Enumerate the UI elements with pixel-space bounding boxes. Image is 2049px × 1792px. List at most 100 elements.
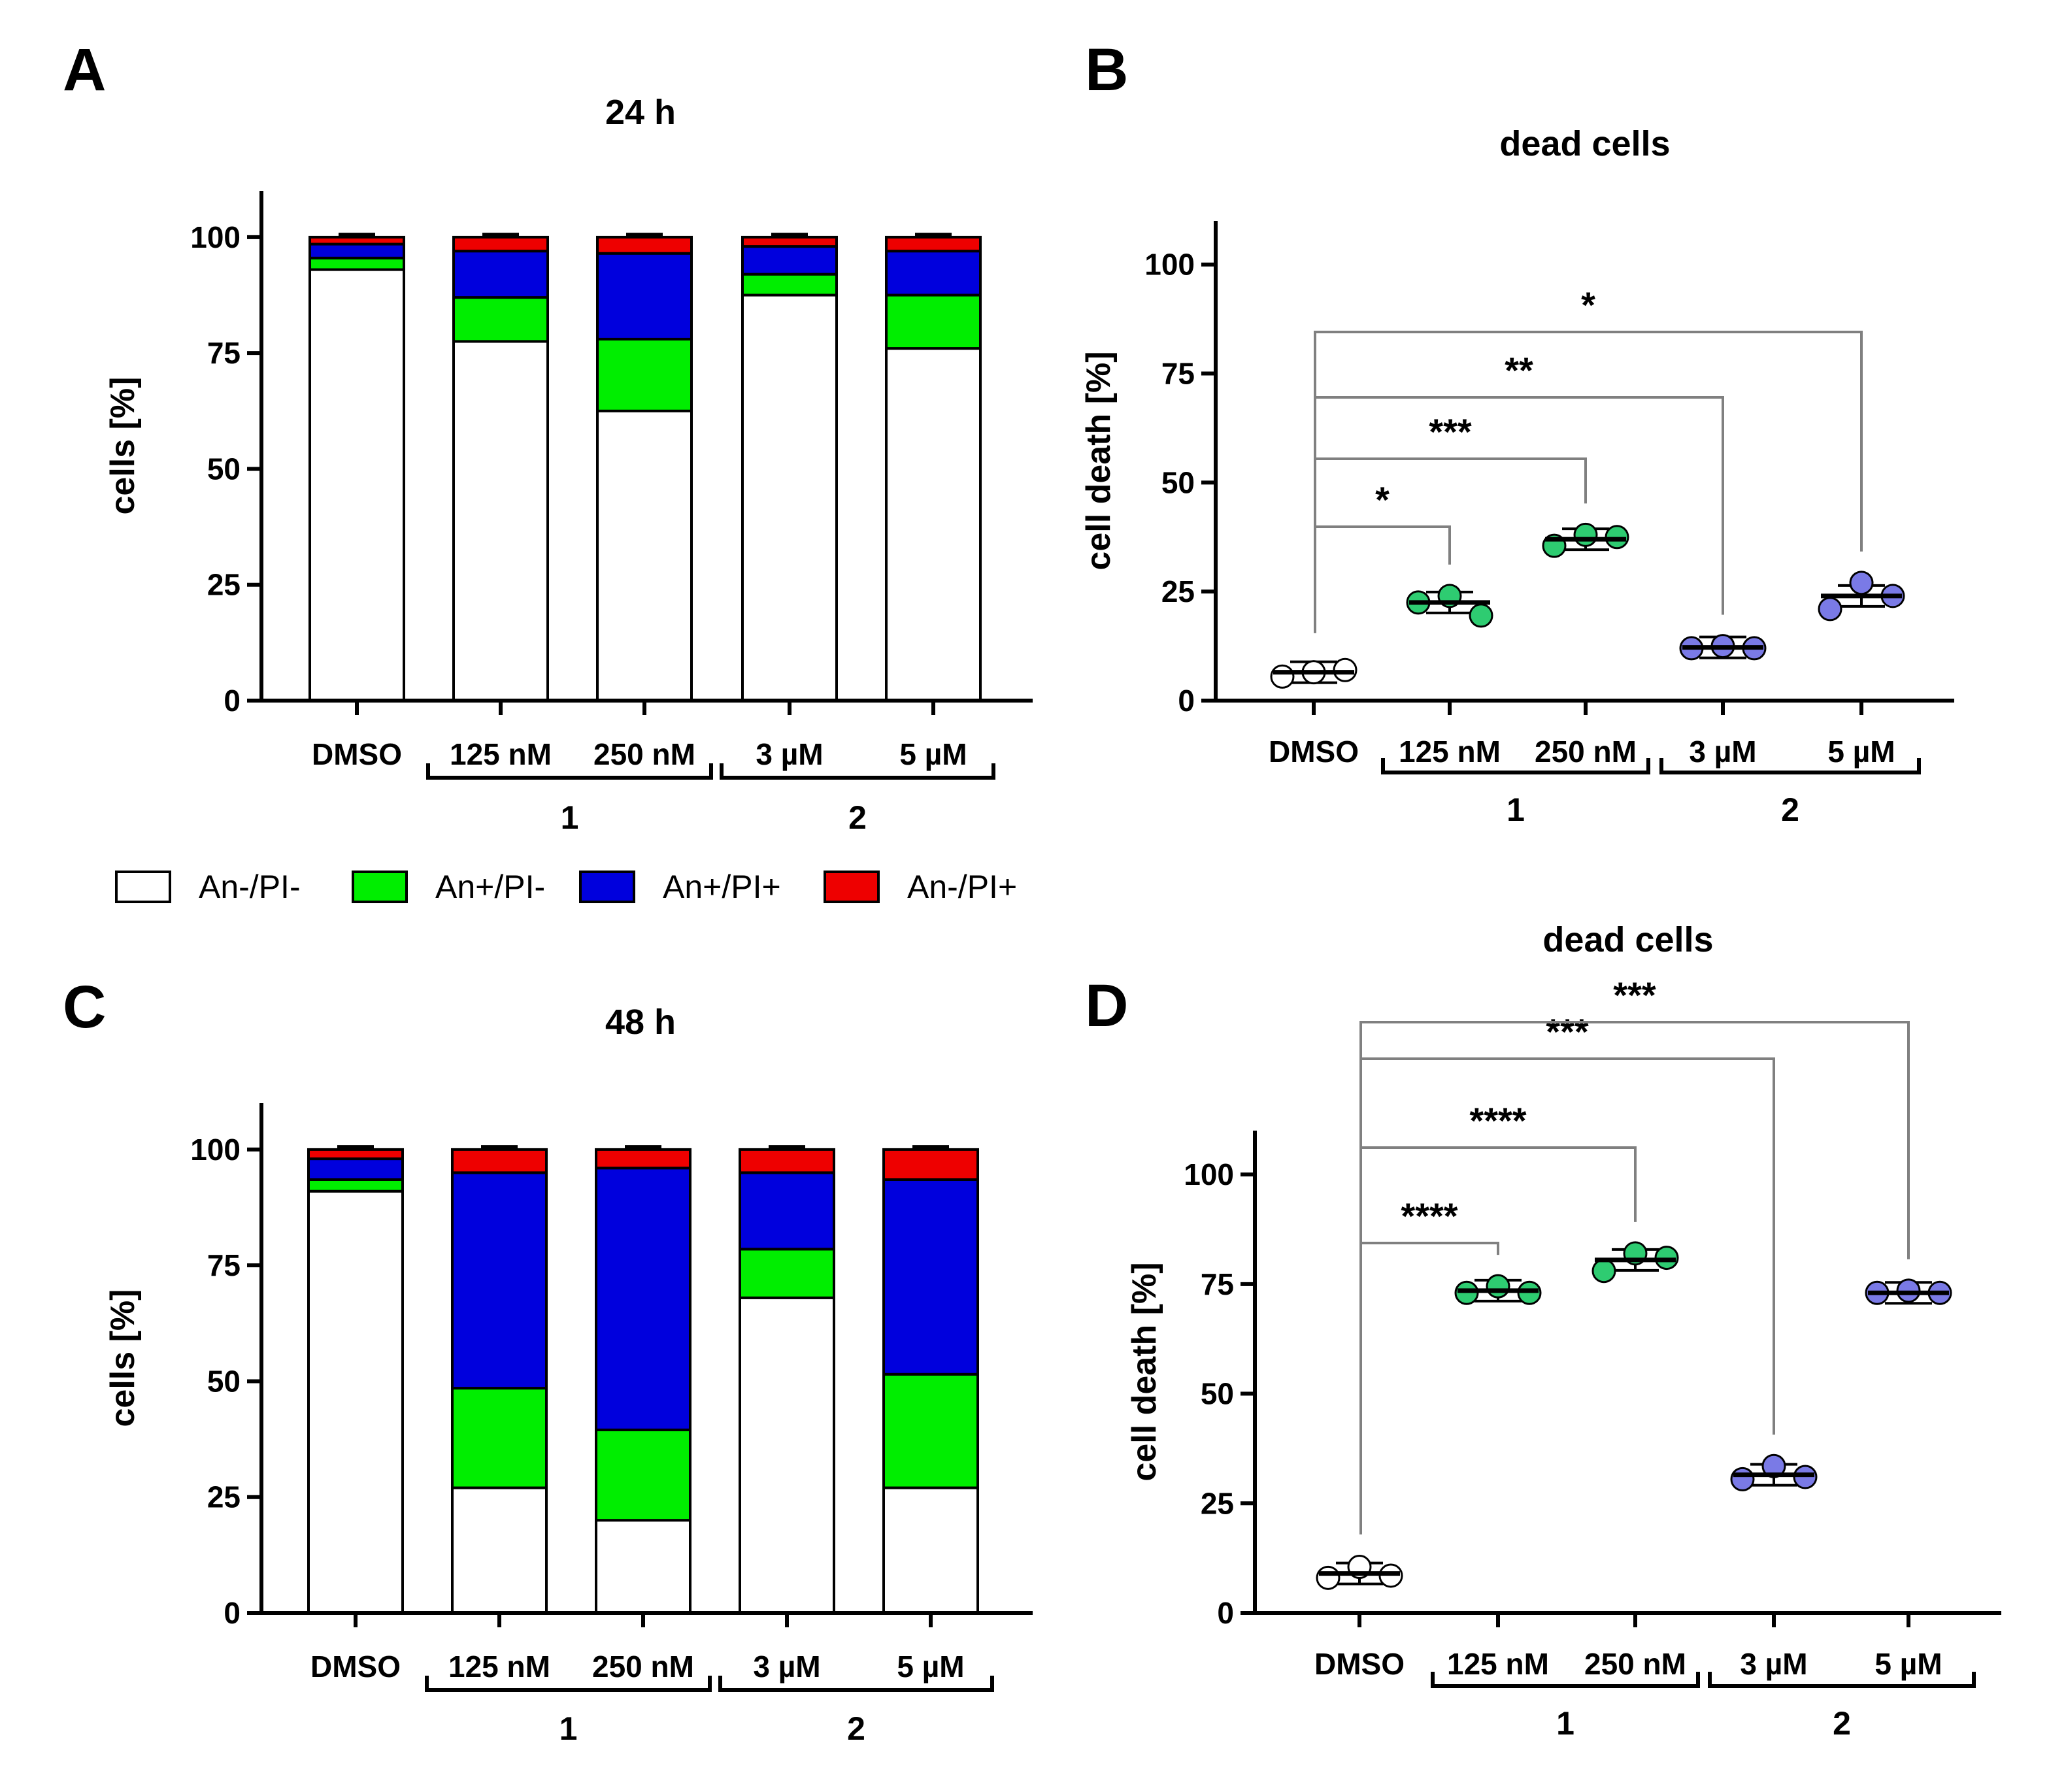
panel-A-bar-An+/PI+-DMSO	[308, 242, 405, 259]
panel-D-category-label: 125 nM	[1447, 1647, 1549, 1681]
panel-C-group-label: 1	[559, 1710, 578, 1747]
panel-C-bar-An-/PI+-3 µM	[739, 1148, 835, 1174]
panel-A-category-label: 125 nM	[450, 737, 552, 771]
legend-swatch-An-/PI+	[824, 871, 880, 903]
panel-D-y-tick-label: 25	[1201, 1486, 1234, 1520]
panel-A-group-label: 1	[561, 799, 579, 836]
panel-B-significance-bracket	[1314, 525, 1451, 633]
panel-A-bar-An-/PI--3 µM	[741, 293, 838, 702]
legend-swatch-An-/PI-	[115, 871, 171, 903]
legend-label-An-/PI+: An-/PI+	[907, 869, 1017, 905]
panel-A-y-label: cells [%]	[104, 377, 142, 515]
panel-C-bar-An-/PI+-250 nM	[595, 1148, 691, 1170]
panel-A-y-tick-label: 100	[190, 220, 241, 254]
panel-A-bar-An+/PI+-125 nM	[452, 250, 549, 299]
legend-swatch-An+/PI+	[579, 871, 635, 903]
panel-A-title: 24 h	[605, 93, 676, 132]
panel-B-point-5 µM	[1818, 597, 1842, 622]
panel-C-bar-An-/PI--250 nM	[595, 1519, 691, 1615]
panel-B-significance-label: **	[1505, 350, 1533, 391]
panel-D-significance-label: ****	[1469, 1100, 1526, 1141]
panel-A-category-label: 250 nM	[593, 737, 695, 771]
panel-D-group-bracket	[1708, 1672, 1976, 1688]
panel-B-group-bracket	[1381, 758, 1650, 774]
panel-A-group-label: 2	[848, 799, 867, 836]
panel-A-group-bracket	[426, 763, 713, 780]
panel-C-bar-An+/PI--125 nM	[451, 1387, 548, 1489]
panel-C-group-bracket	[718, 1676, 994, 1692]
panel-B-significance-label: *	[1581, 284, 1595, 325]
panel-A-bar-An-/PI+-DMSO	[308, 235, 405, 246]
panel-D-group-label: 2	[1833, 1705, 1851, 1742]
panel-B-letter: B	[1085, 37, 1128, 103]
panel-C-category-label: 250 nM	[592, 1650, 694, 1684]
panel-C-bar-An+/PI+-5 µM	[882, 1178, 979, 1376]
panel-A-category-label: 3 µM	[756, 737, 823, 771]
legend-label-An+/PI+: An+/PI+	[663, 869, 781, 905]
panel-C-bar-An+/PI--DMSO	[307, 1178, 404, 1193]
panel-C-bar-An-/PI+-DMSO	[307, 1148, 404, 1161]
panel-B-significance-label: *	[1375, 479, 1390, 520]
panel-A-y-tick-label: 50	[207, 452, 241, 486]
panel-D-letter: D	[1085, 972, 1128, 1039]
panel-C-bar-An-/PI--125 nM	[451, 1486, 548, 1614]
panel-A-bar-An+/PI+-3 µM	[741, 245, 838, 276]
panel-A-bar-An+/PI+-5 µM	[885, 250, 982, 297]
panel-D-significance-bracket	[1359, 1021, 1910, 1535]
panel-B-group-bracket	[1659, 758, 1921, 774]
panel-C-bar-An+/PI--5 µM	[882, 1372, 979, 1489]
panel-B-y-tick-label: 0	[1178, 684, 1195, 718]
panel-C-bar-An-/PI--3 µM	[739, 1296, 835, 1615]
panel-A-letter: A	[63, 37, 106, 103]
panel-B-y-tick-label: 25	[1161, 574, 1195, 608]
panel-C-bar-An+/PI--250 nM	[595, 1428, 691, 1522]
panel-A-bar-An-/PI--5 µM	[885, 347, 982, 702]
panel-B-y-label: cell death [%]	[1080, 351, 1118, 570]
panel-C-y-tick-label: 50	[207, 1364, 241, 1398]
panel-D-point-250 nM	[1591, 1259, 1616, 1284]
panel-A-group-bracket	[720, 763, 995, 780]
panel-C-stacked-bar-chart: 0 25 50 75 100 DMSO 125 nM 250 nM 3 µM 5 µM 1 2 48 h…	[63, 974, 1033, 1747]
panel-C-letter: C	[63, 974, 106, 1040]
panel-B-y-tick-label: 50	[1161, 465, 1195, 499]
panel-C-bar-An+/PI+-DMSO	[307, 1157, 404, 1182]
panel-A-bar-An-/PI--125 nM	[452, 340, 549, 702]
panel-A-bar-An+/PI--DMSO	[308, 256, 405, 271]
panel-A-bar-An+/PI--5 µM	[885, 293, 982, 350]
panel-A-category-label: 5 µM	[899, 737, 967, 771]
legend-label-An+/PI-: An+/PI-	[435, 869, 545, 905]
panel-C-y-tick-label: 75	[207, 1248, 241, 1282]
panel-D-significance-label: ***	[1546, 1011, 1589, 1052]
panel-B-category-label: 3 µM	[1689, 735, 1756, 769]
panel-D-group-bracket	[1431, 1672, 1700, 1688]
panel-D-y-tick-label: 50	[1201, 1377, 1234, 1411]
panel-C-bar-An-/PI+-125 nM	[451, 1148, 548, 1174]
panel-A-stacked-bar-chart: 0 25 50 75 100 DMSO 125 nM 250 nM 3 µM 5 µM 1 2 24 h…	[63, 37, 1033, 836]
panel-B-group-label: 1	[1507, 791, 1525, 828]
panel-C-y-tick-label: 100	[190, 1133, 241, 1167]
panel-B-category-label: DMSO	[1269, 735, 1359, 769]
panel-D-significance-bracket	[1359, 1242, 1499, 1535]
panel-B-y-tick-label: 100	[1144, 248, 1195, 282]
panel-A-bar-An-/PI--DMSO	[308, 268, 405, 702]
panel-A-bar-An+/PI+-250 nM	[596, 252, 693, 340]
panel-C-bar-An+/PI+-250 nM	[595, 1167, 691, 1431]
panel-A-bar-An+/PI--125 nM	[452, 296, 549, 343]
panel-A-bar-An-/PI+-125 nM	[452, 235, 549, 253]
panel-C-group-label: 2	[847, 1710, 865, 1747]
panel-C-y-tick-label: 0	[224, 1596, 241, 1630]
panel-D-significance-label: ***	[1613, 974, 1656, 1016]
panel-A-bar-An+/PI--3 µM	[741, 273, 838, 297]
panel-A-category-label: DMSO	[312, 737, 402, 771]
legend-label-An-/PI-: An-/PI-	[199, 869, 301, 905]
panel-D-significance-bracket	[1359, 1057, 1775, 1535]
panel-B-point-5 µM	[1849, 571, 1874, 595]
panel-B-category-label: 5 µM	[1827, 735, 1895, 769]
panel-A-bar-An+/PI--250 nM	[596, 337, 693, 412]
panel-B-point-125 nM	[1469, 603, 1493, 628]
panel-B-category-label: 250 nM	[1535, 735, 1637, 769]
panel-B-point-250 nM	[1573, 522, 1598, 547]
